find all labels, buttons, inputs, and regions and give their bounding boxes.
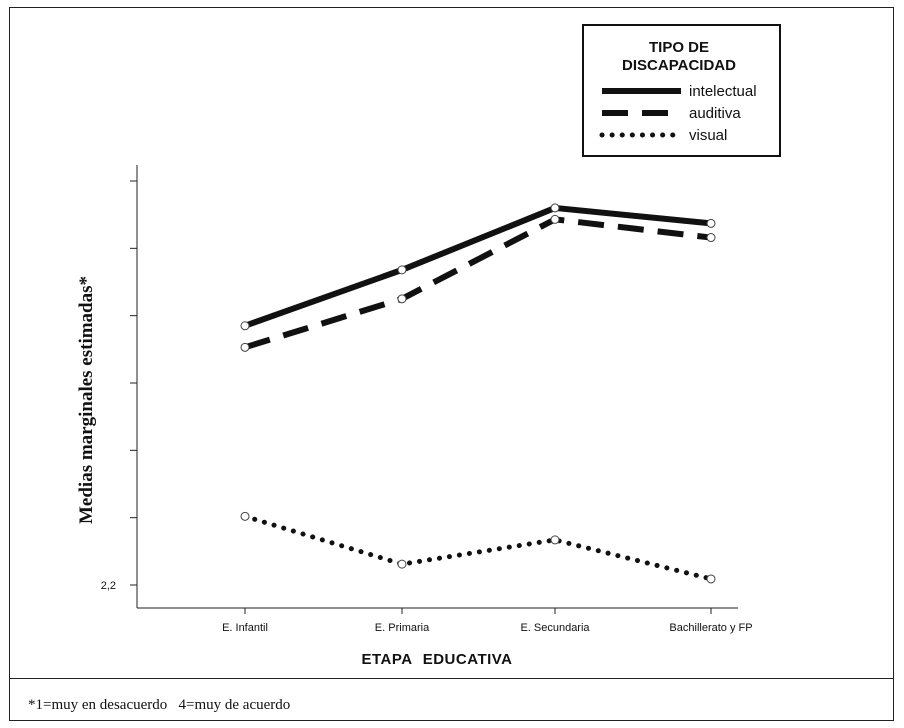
- x-tick-label: E. Primaria: [375, 622, 430, 634]
- point-intelectual: [550, 203, 560, 213]
- x-ticks: E. Infantil E. Primaria E. Secundaria Bachi…: [222, 608, 753, 634]
- series-line-auditiva: [244, 216, 712, 351]
- footnote: *1=muy en desacuerdo 4=muy de acuerdo: [28, 697, 291, 713]
- footnote-divider: [9, 678, 894, 679]
- point-auditiva: [240, 342, 250, 352]
- x-axis-label: ETAPA EDUCATIVA: [362, 651, 513, 668]
- legend: TIPO DE DISCAPACIDAD intelectual auditiva…: [582, 24, 781, 157]
- legend-box: [582, 24, 781, 157]
- point-visual: [397, 559, 407, 569]
- point-auditiva: [550, 214, 560, 224]
- series-line-intelectual: [243, 204, 712, 329]
- y-axis-label: Medias marginales estimadas*: [76, 276, 97, 524]
- point-auditiva: [397, 294, 407, 304]
- legend-label-visual: visual: [689, 127, 727, 144]
- legend-title-line2: DISCAPACIDAD: [622, 57, 736, 74]
- x-tick-label: E. Infantil: [222, 622, 268, 634]
- point-visual: [706, 574, 716, 584]
- point-intelectual: [706, 218, 716, 228]
- x-tick-label: Bachillerato y FP: [669, 622, 752, 634]
- y-tick-label: 2,2: [101, 580, 116, 592]
- y-ticks: 2,2: [101, 180, 137, 592]
- point-visual: [550, 535, 560, 545]
- point-intelectual: [240, 321, 250, 331]
- point-intelectual: [397, 265, 407, 275]
- x-tick-label: E. Secundaria: [520, 622, 590, 634]
- point-auditiva: [706, 233, 716, 243]
- legend-title-line1: TIPO DE: [649, 39, 709, 56]
- series-layer: [240, 203, 716, 584]
- legend-label-intelectual: intelectual: [689, 83, 757, 100]
- point-visual: [240, 511, 250, 521]
- series-line-visual: [242, 513, 714, 582]
- legend-label-auditiva: auditiva: [689, 105, 741, 122]
